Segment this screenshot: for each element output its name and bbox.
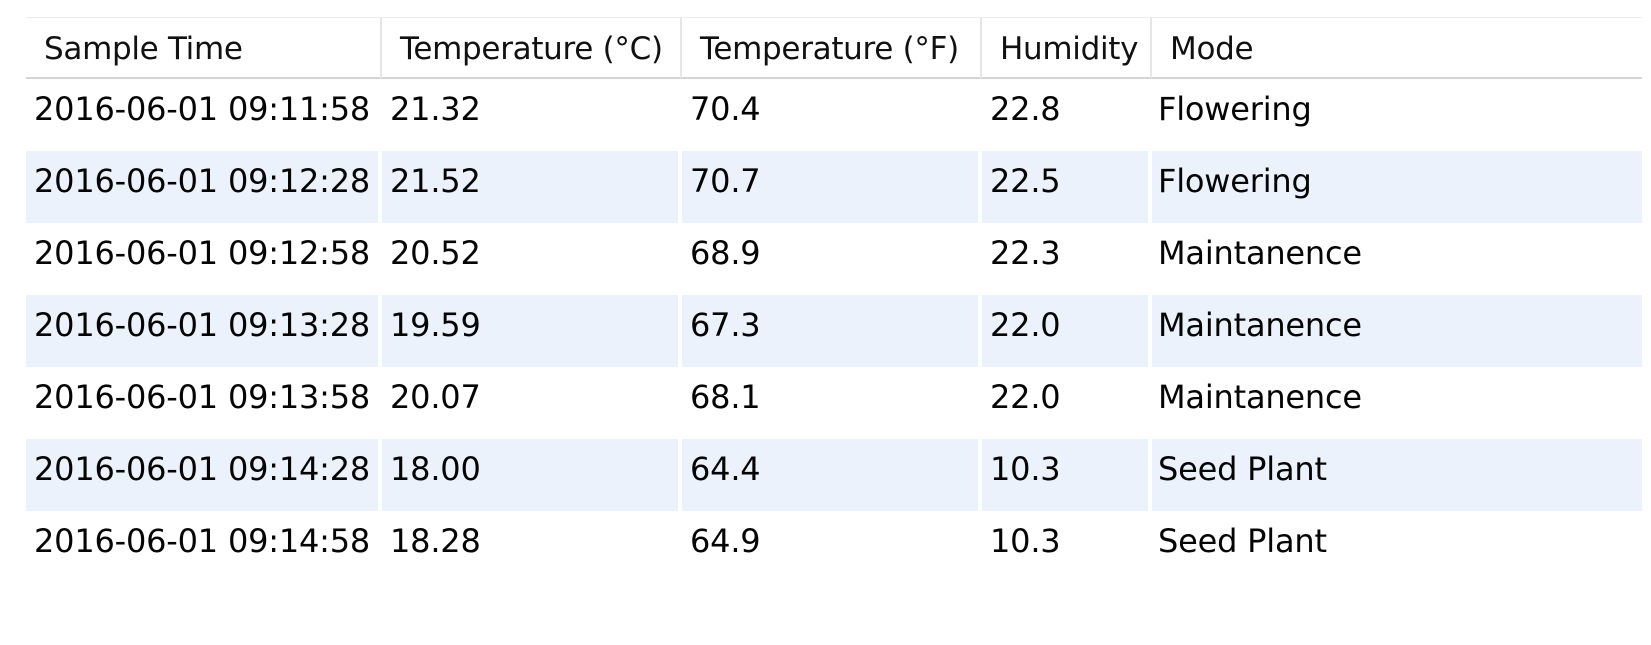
- cell-humidity: 22.3: [990, 234, 1061, 272]
- cell-temperature-f: 67.3: [682, 295, 982, 367]
- cell-sample-time: 2016-06-01 09:13:28: [26, 295, 382, 367]
- cell-temperature-f: 70.4: [690, 90, 761, 128]
- data-table: Sample Time Temperature (°C) Temperature…: [26, 17, 1642, 577]
- column-header-label: Temperature (°F): [700, 31, 959, 67]
- cell-humidity: 10.3: [990, 522, 1061, 560]
- cell-sample-time: 2016-06-01 09:13:58: [34, 378, 371, 416]
- table-row[interactable]: 2016-06-01 09:13:58 20.07 68.1 22.0 Main…: [26, 367, 1642, 439]
- column-header-sample-time[interactable]: Sample Time: [26, 18, 382, 78]
- cell-mode: Seed Plant: [1158, 522, 1327, 560]
- cell-humidity: 22.5: [982, 151, 1152, 223]
- cell-temperature-f: 64.4: [682, 439, 982, 511]
- table-row[interactable]: 2016-06-01 09:14:28 18.00 64.4 10.3 Seed…: [26, 439, 1642, 511]
- cell-mode: Seed Plant: [1158, 450, 1327, 488]
- cell-sample-time: 2016-06-01 09:12:58: [34, 234, 371, 272]
- table-row[interactable]: 2016-06-01 09:12:58 20.52 68.9 22.3 Main…: [26, 223, 1642, 295]
- column-header-humidity[interactable]: Humidity: [982, 18, 1152, 78]
- column-header-label: Mode: [1170, 31, 1254, 67]
- column-header-mode[interactable]: Mode: [1152, 18, 1642, 78]
- cell-temperature-c: 18.28: [390, 522, 481, 560]
- cell-sample-time: 2016-06-01 09:14:28: [26, 439, 382, 511]
- cell-temperature-f: 68.1: [690, 378, 761, 416]
- cell-mode: Maintanence: [1158, 234, 1362, 272]
- cell-mode: Maintanence: [1158, 378, 1362, 416]
- cell-humidity: 22.0: [982, 295, 1152, 367]
- cell-temperature-f: 68.9: [690, 234, 761, 272]
- cell-temperature-c: 18.00: [382, 439, 682, 511]
- cell-temperature-c: 20.52: [390, 234, 481, 272]
- cell-sample-time: 2016-06-01 09:11:58: [34, 90, 371, 128]
- table-row[interactable]: 2016-06-01 09:12:28 21.52 70.7 22.5 Flow…: [26, 151, 1642, 223]
- column-header-label: Humidity: [1000, 31, 1139, 67]
- cell-humidity: 22.0: [990, 378, 1061, 416]
- column-header-temperature-c[interactable]: Temperature (°C): [382, 18, 682, 78]
- cell-humidity: 22.8: [990, 90, 1061, 128]
- cell-sample-time: 2016-06-01 09:12:28: [26, 151, 382, 223]
- column-header-label: Sample Time: [44, 31, 243, 67]
- cell-temperature-f: 70.7: [682, 151, 982, 223]
- cell-temperature-f: 64.9: [690, 522, 761, 560]
- cell-temperature-c: 19.59: [382, 295, 682, 367]
- cell-humidity: 10.3: [982, 439, 1152, 511]
- table-row[interactable]: 2016-06-01 09:13:28 19.59 67.3 22.0 Main…: [26, 295, 1642, 367]
- cell-mode: Flowering: [1158, 90, 1312, 128]
- cell-mode: Flowering: [1158, 162, 1312, 200]
- table-header: Sample Time Temperature (°C) Temperature…: [26, 17, 1642, 79]
- cell-mode: Maintanence: [1158, 306, 1362, 344]
- table-row[interactable]: 2016-06-01 09:14:58 18.28 64.9 10.3 Seed…: [26, 511, 1642, 583]
- column-header-temperature-f[interactable]: Temperature (°F): [682, 18, 982, 78]
- column-header-label: Temperature (°C): [400, 31, 663, 67]
- table-row[interactable]: 2016-06-01 09:11:58 21.32 70.4 22.8 Flow…: [26, 79, 1642, 151]
- cell-sample-time: 2016-06-01 09:14:58: [34, 522, 371, 560]
- cell-temperature-c: 21.52: [382, 151, 682, 223]
- cell-temperature-c: 20.07: [390, 378, 481, 416]
- cell-temperature-c: 21.32: [390, 90, 481, 128]
